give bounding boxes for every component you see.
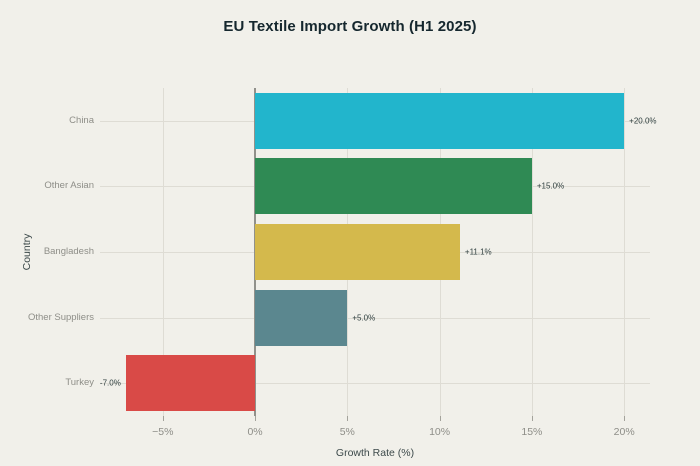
y-gridline [100, 317, 650, 319]
x-tick-label: 0% [247, 426, 263, 438]
value-label-bangladesh: +11.1% [464, 247, 492, 257]
x-tick-label: 5% [339, 426, 355, 438]
value-label-china: +20.0% [629, 116, 657, 126]
value-label-other-suppliers: +5.0% [352, 313, 376, 323]
x-tick-label: −5% [152, 426, 174, 438]
x-tick-mark [531, 416, 533, 421]
x-tick-label: 10% [429, 426, 451, 438]
plot-area: +20.0% +15.0% +11.1% +5.0% -7.0% [99, 88, 657, 416]
value-label-turkey: -7.0% [99, 378, 121, 388]
bar-other-suppliers [255, 289, 348, 346]
category-label-other-suppliers: Other Suppliers [27, 311, 94, 323]
x-tick-mark [255, 416, 257, 421]
bar-china [255, 92, 625, 149]
x-axis-label: Growth Rate (%) [335, 447, 415, 459]
category-label-bangladesh: Bangladesh [43, 246, 94, 257]
bar-other-asian [255, 158, 532, 215]
chart-title: EU Textile Import Growth (H1 2025) [223, 18, 477, 35]
category-label-turkey: Turkey [65, 377, 94, 389]
x-tick-label: 20% [613, 426, 635, 438]
category-label-china: China [69, 114, 94, 126]
bar-bangladesh [255, 224, 460, 280]
category-label-other-asian: Other Asian [44, 180, 94, 192]
value-label-other-asian: +15.0% [536, 181, 565, 191]
x-tick-mark [162, 416, 164, 421]
x-tick-mark [439, 416, 441, 421]
y-gridline [100, 383, 650, 385]
x-tick-label: 15% [521, 426, 543, 438]
x-tick-mark [624, 416, 626, 421]
x-tick-mark [347, 416, 349, 421]
bar-turkey [125, 355, 256, 412]
